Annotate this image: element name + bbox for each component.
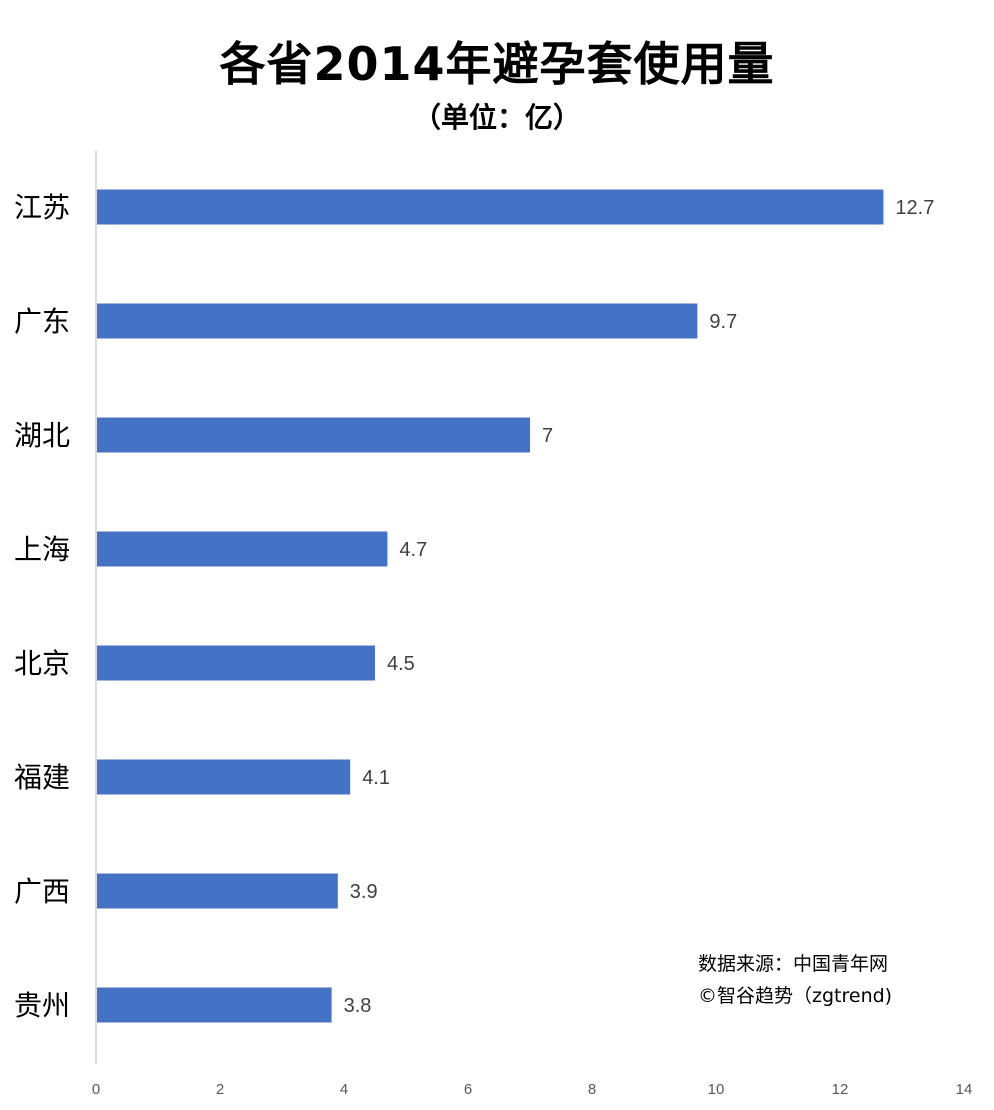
x-tick-label: 0 bbox=[92, 1081, 100, 1098]
value-label: 4.5 bbox=[387, 653, 415, 675]
category-label: 福建 bbox=[14, 761, 70, 794]
category-label: 湖北 bbox=[14, 419, 70, 452]
chart-subtitle: （单位：亿） bbox=[412, 101, 581, 134]
x-tick-label: 14 bbox=[956, 1081, 973, 1098]
bar bbox=[97, 417, 530, 453]
category-label: 广东 bbox=[14, 305, 70, 338]
category-label: 贵州 bbox=[14, 989, 70, 1022]
x-tick-label: 10 bbox=[708, 1081, 725, 1098]
bars-group bbox=[97, 189, 884, 1023]
x-tick-label: 8 bbox=[588, 1081, 596, 1098]
bar bbox=[97, 759, 351, 795]
x-tick-label: 2 bbox=[216, 1081, 224, 1098]
category-label: 江苏 bbox=[14, 191, 70, 224]
bar bbox=[97, 189, 884, 225]
bar bbox=[97, 531, 388, 567]
bar bbox=[97, 873, 338, 909]
value-label: 4.7 bbox=[399, 539, 427, 561]
x-tick-label: 12 bbox=[832, 1081, 849, 1098]
value-label: 9.7 bbox=[709, 311, 737, 333]
value-label: 3.8 bbox=[344, 995, 372, 1017]
category-label: 上海 bbox=[14, 533, 70, 566]
value-label: 7 bbox=[542, 425, 553, 447]
value-label: 3.9 bbox=[350, 881, 378, 903]
x-tick-label: 4 bbox=[340, 1081, 348, 1098]
value-label: 4.1 bbox=[362, 767, 390, 789]
source-line: 数据来源：中国青年网 bbox=[698, 953, 889, 975]
x-tick-labels-group: 0 2 4 6 8 10 12 14 bbox=[92, 1081, 973, 1098]
bar bbox=[97, 303, 698, 339]
category-label: 北京 bbox=[14, 647, 70, 680]
chart-title: 各省2014年避孕套使用量 bbox=[219, 37, 775, 91]
bar bbox=[97, 987, 332, 1023]
x-tick-label: 6 bbox=[464, 1081, 472, 1098]
category-label: 广西 bbox=[14, 875, 70, 908]
source-note: 数据来源：中国青年网 ©智谷趋势（zgtrend) bbox=[698, 948, 892, 1012]
value-labels-group: 12.7 9.7 7 4.7 4.5 4.1 3.9 3.8 bbox=[344, 197, 935, 1017]
value-label: 12.7 bbox=[895, 197, 934, 219]
copyright-line: ©智谷趋势（zgtrend) bbox=[698, 985, 893, 1007]
bar bbox=[97, 645, 375, 681]
